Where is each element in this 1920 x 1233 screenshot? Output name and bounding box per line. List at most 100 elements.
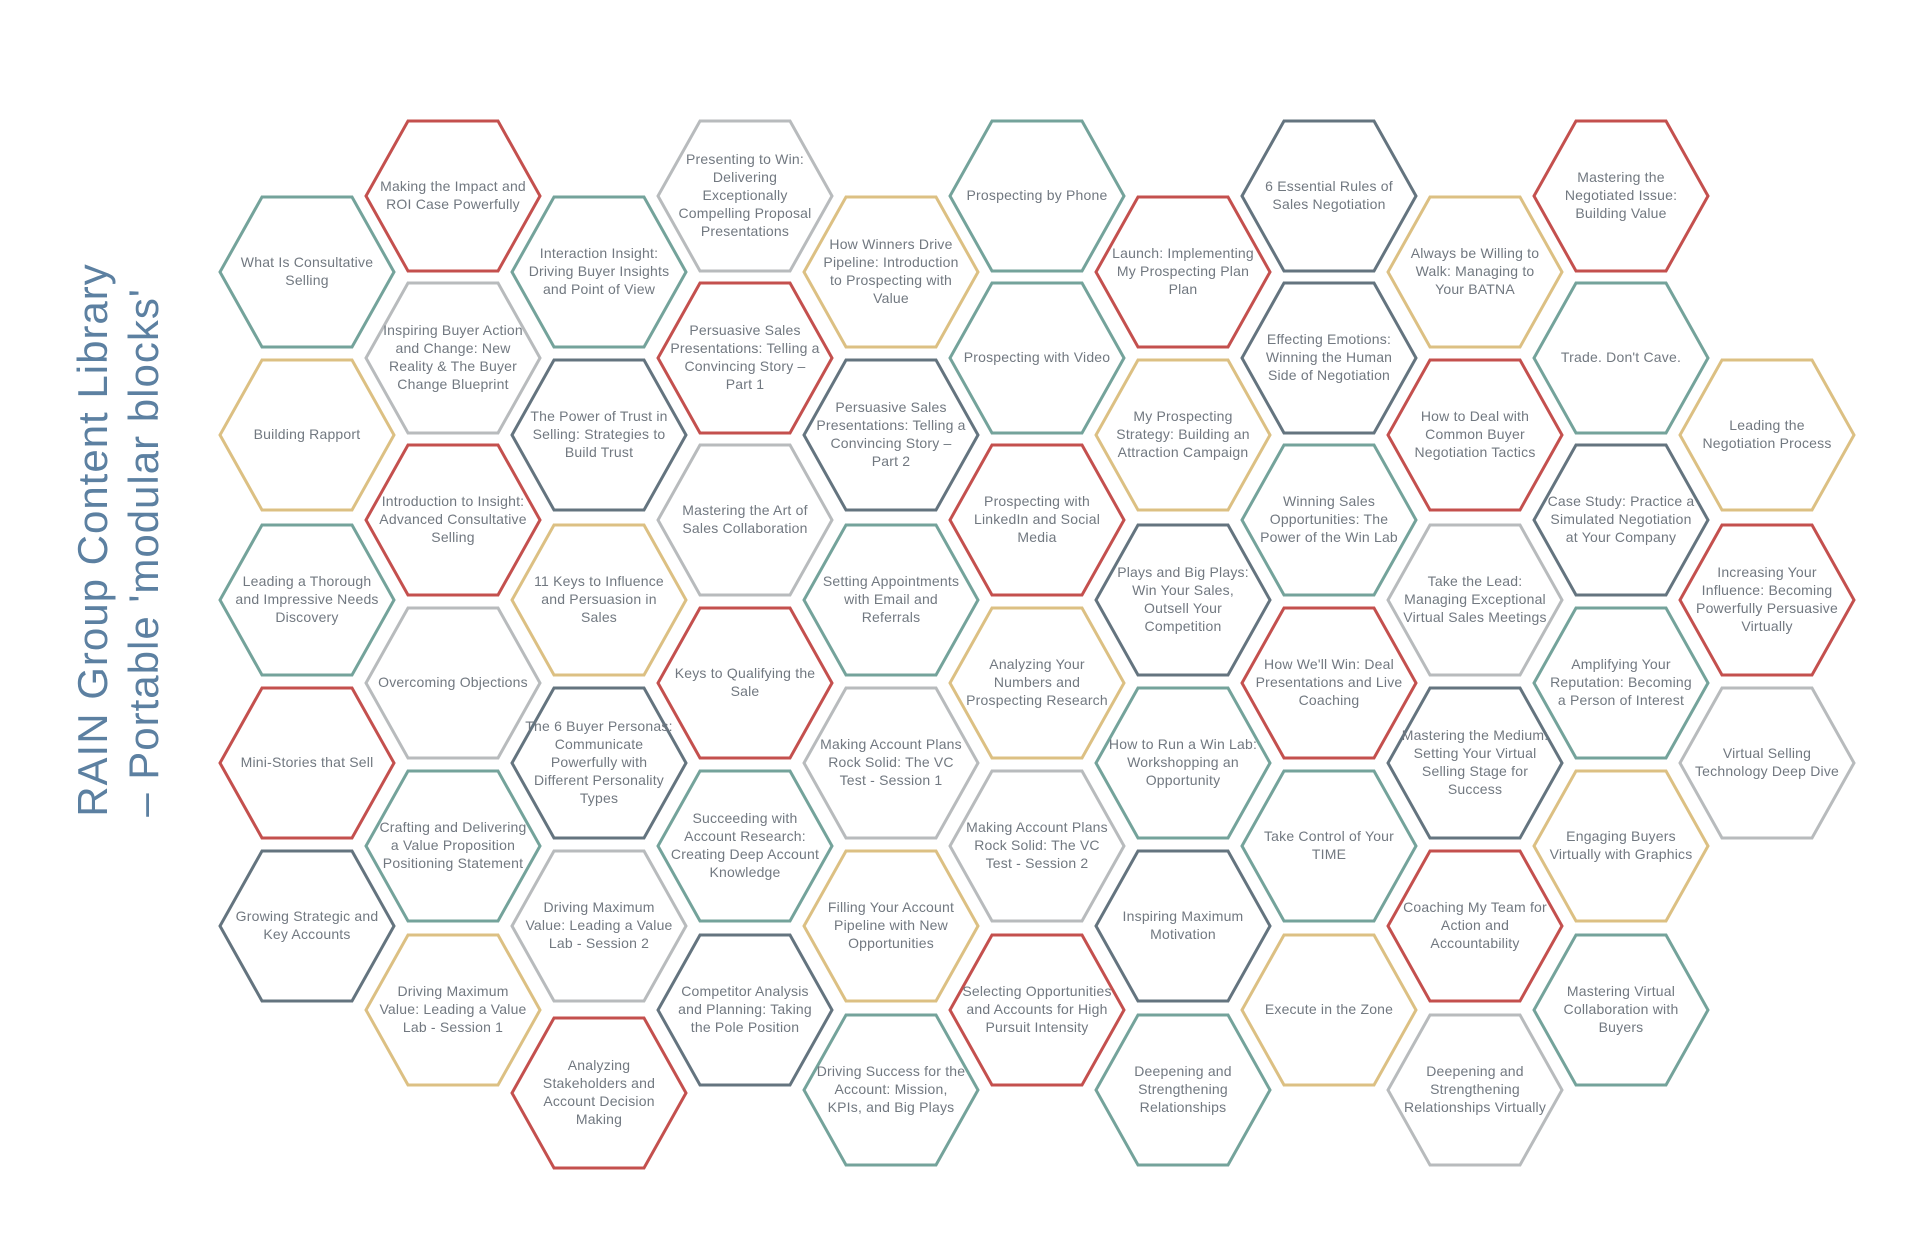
hex-outline <box>218 523 396 677</box>
hex-label: Take the Lead: Managing Exceptional Virt… <box>1403 573 1547 625</box>
hex-outline <box>1240 769 1418 923</box>
hex-label: Inspiring Buyer Action and Change: New R… <box>383 322 523 392</box>
hex-label: Trade. Don't Cave. <box>1560 349 1682 366</box>
hex-tile: The Power of Trust in Selling: Strategie… <box>509 357 689 513</box>
hex-label: Interaction Insight: Driving Buyer Insig… <box>528 245 670 297</box>
hex-tile: Leading the Negotiation Process <box>1677 357 1857 513</box>
hex-outline <box>656 281 834 435</box>
title-line-1: RAIN Group Content Library <box>68 263 116 817</box>
hex-tile: Keys to Qualifying the Sale <box>655 605 835 761</box>
hex-label: Overcoming Objections <box>378 674 528 691</box>
hex-label: Competitor Analysis and Planning: Taking… <box>678 983 812 1035</box>
hex-label: 6 Essential Rules of Sales Negotiation <box>1265 178 1393 212</box>
hex-label: Selecting Opportunities and Accounts for… <box>962 983 1112 1035</box>
hex-tile: Take Control of Your TIME <box>1239 768 1419 924</box>
hex-tile: Winning Sales Opportunities: The Power o… <box>1239 442 1419 598</box>
hex-label: Crafting and Delivering a Value Proposit… <box>379 819 527 871</box>
hex-label: My Prospecting Strategy: Building an Att… <box>1116 408 1250 460</box>
hex-tile: Overcoming Objections <box>363 605 543 761</box>
hex-outline <box>802 523 980 677</box>
hex-label: Mastering the Negotiated Issue: Building… <box>1564 169 1678 221</box>
hex-outline <box>1386 849 1564 1003</box>
hex-tile: How to Run a Win Lab: Workshopping an Op… <box>1093 685 1273 841</box>
hex-tile: Mastering the Medium: Setting Your Virtu… <box>1385 685 1565 841</box>
hex-outline <box>1240 933 1418 1087</box>
hex-label: What Is Consultative Selling <box>240 254 374 288</box>
hex-tile: My Prospecting Strategy: Building an Att… <box>1093 357 1273 513</box>
hex-outline <box>1240 443 1418 597</box>
hex-tile: Making Account Plans Rock Solid: The VC … <box>947 768 1127 924</box>
hex-tile: Engaging Buyers Virtually with Graphics <box>1531 768 1711 924</box>
hex-tile: Analyzing Your Numbers and Prospecting R… <box>947 605 1127 761</box>
hex-outline <box>1532 606 1710 760</box>
hex-outline <box>1532 769 1710 923</box>
hex-tile: Increasing Your Influence: Becoming Powe… <box>1677 522 1857 678</box>
hex-label: Making Account Plans Rock Solid: The VC … <box>966 819 1108 871</box>
hex-outline <box>510 1016 688 1170</box>
hex-outline <box>218 195 396 349</box>
hex-label: Take Control of Your TIME <box>1263 828 1395 862</box>
hex-outline <box>364 119 542 273</box>
hex-outline <box>1240 281 1418 435</box>
hex-outline <box>510 523 688 677</box>
hex-label: How to Deal with Common Buyer Negotiatio… <box>1414 408 1536 460</box>
hex-outline <box>1094 523 1272 677</box>
hex-tile: Driving Maximum Value: Leading a Value L… <box>509 848 689 1004</box>
hex-outline <box>1678 358 1856 512</box>
hex-label: Analyzing Stakeholders and Account Decis… <box>542 1057 656 1127</box>
hex-label: How We'll Win: Deal Presentations and Li… <box>1255 656 1403 708</box>
hex-tile: Leading a Thorough and Impressive Needs … <box>217 522 397 678</box>
hex-outline <box>1386 523 1564 677</box>
hex-label: Virtual Selling Technology Deep Dive <box>1694 745 1840 779</box>
hex-outline <box>1532 281 1710 435</box>
hex-outline <box>1094 195 1272 349</box>
hex-outline <box>364 606 542 760</box>
hex-tile: Mini-Stories that Sell <box>217 685 397 841</box>
hex-outline <box>364 281 542 435</box>
hex-tile: Presenting to Win: Delivering Exceptiona… <box>655 118 835 274</box>
hex-tile: Crafting and Delivering a Value Proposit… <box>363 768 543 924</box>
hex-outline <box>1094 358 1272 512</box>
hex-outline <box>656 119 834 273</box>
hex-tile: Growing Strategic and Key Accounts <box>217 848 397 1004</box>
hex-outline <box>510 195 688 349</box>
hex-label: Mastering the Art of Sales Collaboration <box>682 502 808 536</box>
hex-tile: Trade. Don't Cave. <box>1531 280 1711 436</box>
hex-outline <box>1386 1013 1564 1167</box>
hex-outline <box>656 443 834 597</box>
hex-tile: The 6 Buyer Personas: Communicate Powerf… <box>509 685 689 841</box>
hex-tile: What Is Consultative Selling <box>217 194 397 350</box>
hex-label: Analyzing Your Numbers and Prospecting R… <box>966 656 1108 708</box>
hex-label: Setting Appointments with Email and Refe… <box>822 573 960 625</box>
hex-outline <box>218 849 396 1003</box>
hex-outline <box>1386 195 1564 349</box>
hex-tile: 11 Keys to Influence and Persuasion in S… <box>509 522 689 678</box>
hex-tile: Deepening and Strengthening Relationship… <box>1093 1012 1273 1168</box>
hex-label: Driving Maximum Value: Leading a Value L… <box>525 899 673 951</box>
hex-tile: Plays and Big Plays: Win Your Sales, Out… <box>1093 522 1273 678</box>
hex-tile: Competitor Analysis and Planning: Taking… <box>655 932 835 1088</box>
hex-outline <box>510 849 688 1003</box>
hex-outline <box>948 443 1126 597</box>
hex-label: Making the Impact and ROI Case Powerfull… <box>380 178 526 212</box>
hex-outline <box>802 195 980 349</box>
hex-label: Building Rapport <box>253 426 361 443</box>
hex-label: Always be Willing to Walk: Managing to Y… <box>1410 245 1540 297</box>
hex-tile: Mastering the Negotiated Issue: Building… <box>1531 118 1711 274</box>
hex-tile: Introduction to Insight: Advanced Consul… <box>363 442 543 598</box>
hex-label: Mini-Stories that Sell <box>240 754 374 771</box>
hex-outline <box>802 686 980 840</box>
hex-outline <box>802 1013 980 1167</box>
hex-outline <box>802 358 980 512</box>
hex-outline <box>1678 523 1856 677</box>
hex-label: 11 Keys to Influence and Persuasion in S… <box>534 573 664 625</box>
hex-label: Mastering Virtual Collaboration with Buy… <box>1563 983 1679 1035</box>
hex-label: Prospecting with LinkedIn and Social Med… <box>974 493 1100 545</box>
hex-label: Keys to Qualifying the Sale <box>674 665 816 699</box>
hex-outline <box>948 281 1126 435</box>
hex-tile: Prospecting with LinkedIn and Social Med… <box>947 442 1127 598</box>
hex-outline <box>218 686 396 840</box>
hex-tile: Always be Willing to Walk: Managing to Y… <box>1385 194 1565 350</box>
hex-label: Driving Maximum Value: Leading a Value L… <box>379 983 527 1035</box>
